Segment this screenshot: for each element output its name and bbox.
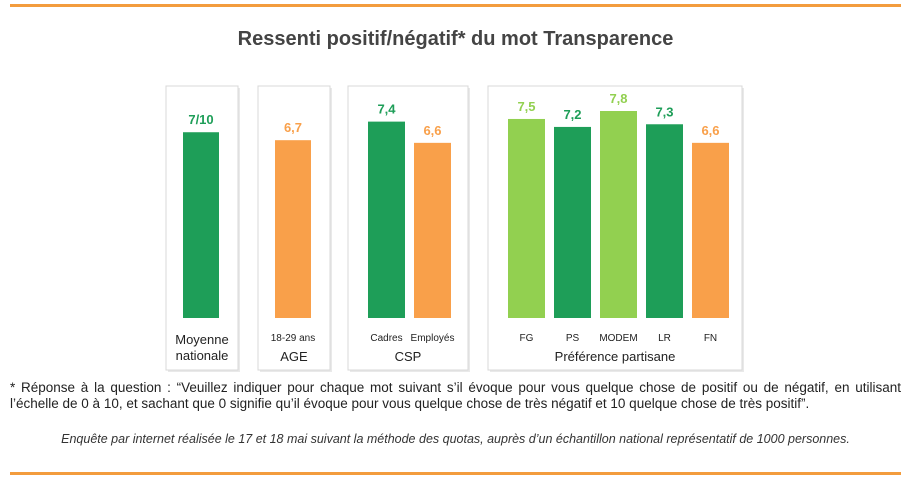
- data-label: 6,7: [284, 120, 302, 135]
- survey-note: Enquête par internet réalisée le 17 et 1…: [61, 432, 850, 446]
- bar-fg: [508, 118, 545, 318]
- data-label: 7,2: [563, 107, 581, 122]
- category-label: FG: [520, 333, 534, 344]
- group-label: CSP: [395, 349, 422, 364]
- bar-ps: [554, 126, 591, 318]
- data-label: 7/10: [188, 112, 213, 127]
- category-label: MODEM: [599, 333, 637, 344]
- category-label: FN: [704, 333, 717, 344]
- group-label: Préférence partisane: [555, 349, 676, 364]
- group-label: AGE: [280, 349, 308, 364]
- category-label: LR: [658, 333, 671, 344]
- bar-employ-s: [414, 142, 451, 318]
- bottom-rule: [10, 472, 901, 475]
- data-label: 6,6: [701, 123, 719, 138]
- footnote: * Réponse à la question : “Veuillez indi…: [10, 380, 901, 411]
- bar-moyenne: [183, 132, 219, 318]
- chart-title: Ressenti positif/négatif* du mot Transpa…: [237, 28, 674, 50]
- bar-modem: [600, 111, 637, 318]
- data-label: 7,8: [609, 91, 627, 106]
- category-label: PS: [566, 333, 580, 344]
- bar-fn: [692, 142, 729, 318]
- data-label: 7,3: [655, 104, 673, 119]
- group-label: nationale: [176, 348, 229, 363]
- top-rule: [10, 4, 901, 7]
- category-label: Employés: [411, 333, 455, 344]
- category-label: 18-29 ans: [271, 333, 315, 344]
- bar-lr: [646, 124, 683, 319]
- category-label: Cadres: [370, 333, 402, 344]
- bar-cadres: [368, 121, 405, 318]
- data-label: 7,5: [517, 99, 535, 114]
- bar-18-29-ans: [275, 140, 311, 318]
- data-label: 7,4: [377, 102, 396, 117]
- group-label: Moyenne: [175, 332, 228, 347]
- data-label: 6,6: [423, 123, 441, 138]
